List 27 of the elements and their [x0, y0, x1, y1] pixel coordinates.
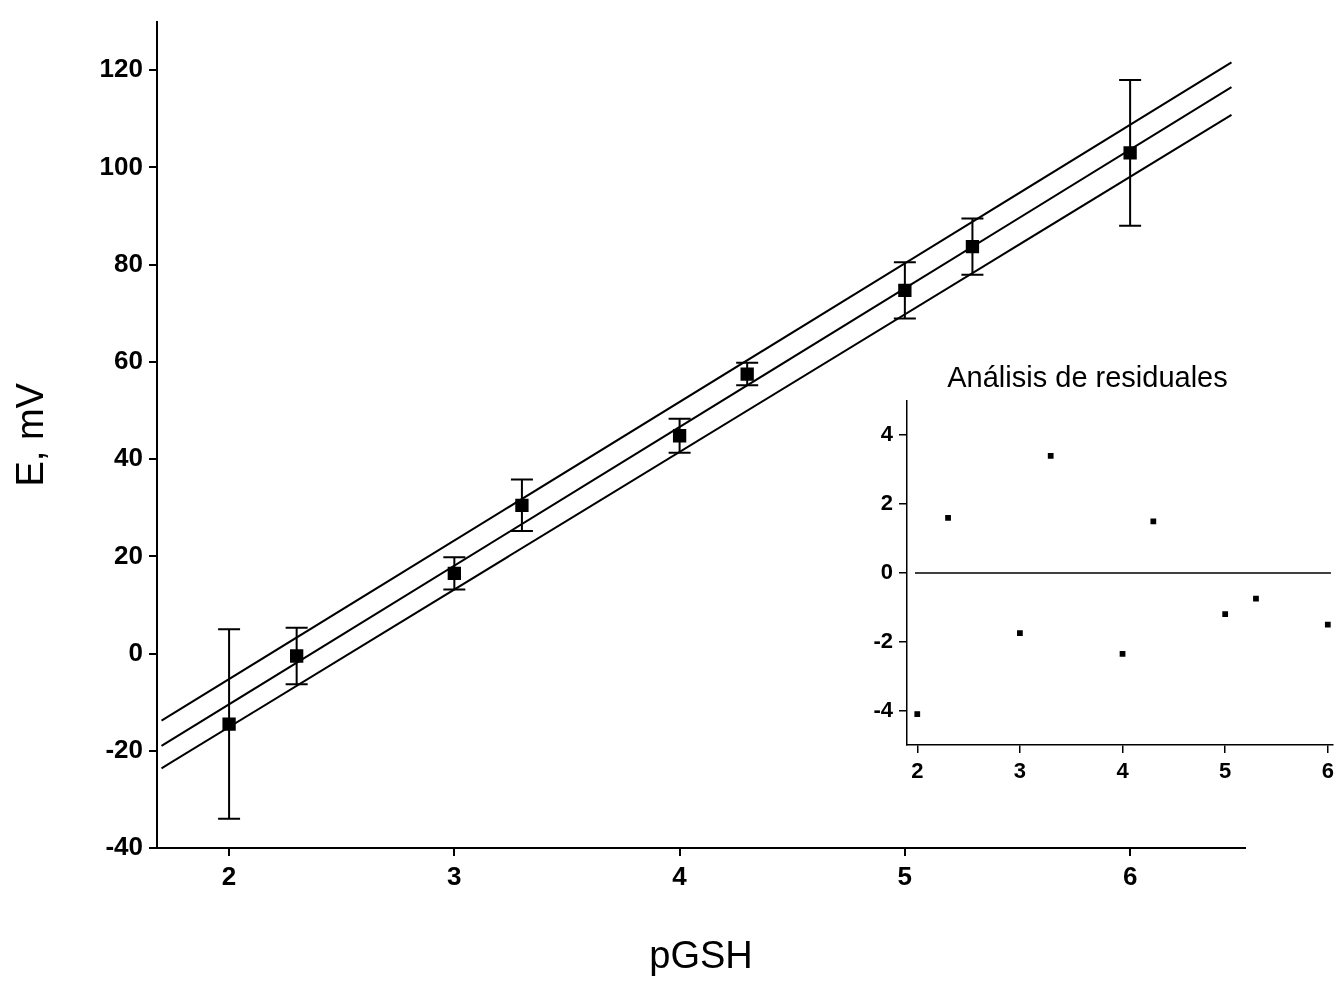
x-axis-title: pGSH [649, 933, 753, 976]
y-tick-label: 60 [114, 345, 143, 376]
x-tick-label: 4 [1116, 758, 1130, 784]
y-tick-label: -2 [873, 627, 893, 653]
y-tick-label: -40 [105, 831, 143, 862]
y-tick-label: -4 [873, 696, 894, 722]
x-tick-label: 2 [221, 860, 237, 891]
y-tick-label: 0 [880, 558, 893, 584]
x-tick-label: 5 [897, 860, 913, 891]
y-tick-label: -20 [105, 733, 143, 764]
x-tick-label: 2 [911, 758, 924, 784]
x-tick-label: 3 [447, 860, 462, 891]
x-tick-label: 3 [1013, 758, 1027, 784]
y-tick-label: 40 [114, 442, 143, 473]
x-tick-label: 6 [1321, 758, 1334, 784]
y-tick-label: 0 [128, 636, 143, 667]
y-tick-label: 20 [114, 539, 143, 570]
y-axis-title: E, mV [9, 382, 52, 487]
y-tick-label: 120 [99, 53, 143, 84]
y-tick-label: 100 [99, 150, 143, 181]
x-tick-label: 6 [1122, 860, 1138, 891]
chart-title: Análisis de residuales [947, 361, 1228, 394]
y-tick-label: 2 [880, 490, 893, 516]
y-tick-label: 80 [114, 247, 143, 278]
x-tick-label: 5 [1219, 758, 1232, 784]
x-tick-label: 4 [672, 860, 688, 891]
y-tick-label: 4 [880, 421, 894, 447]
